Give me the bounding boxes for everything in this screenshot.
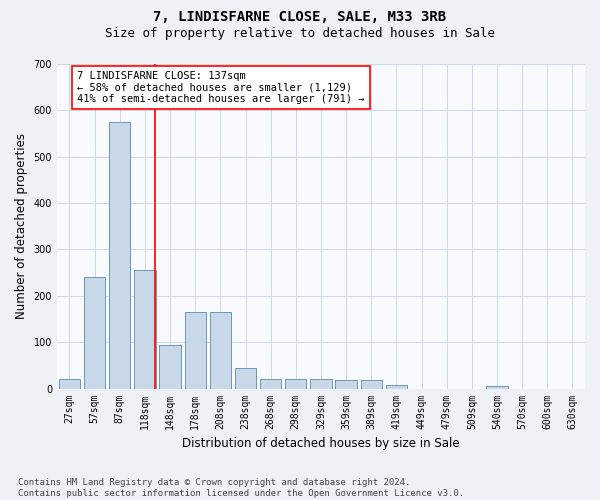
Bar (134, 270, 155, 388)
Bar (260, 380, 281, 388)
Text: 7 LINDISFARNE CLOSE: 137sqm
← 58% of detached houses are smaller (1,129)
41% of : 7 LINDISFARNE CLOSE: 137sqm ← 58% of det… (77, 71, 365, 104)
Bar (209, 312, 231, 388)
Bar (285, 380, 307, 388)
Bar (185, 312, 206, 388)
Bar (235, 368, 256, 388)
Bar (386, 385, 407, 388)
Bar (59, 380, 80, 388)
Y-axis label: Number of detached properties: Number of detached properties (15, 134, 28, 320)
X-axis label: Distribution of detached houses by size in Sale: Distribution of detached houses by size … (182, 437, 460, 450)
Bar (310, 380, 332, 388)
Text: 7, LINDISFARNE CLOSE, SALE, M33 3RB: 7, LINDISFARNE CLOSE, SALE, M33 3RB (154, 10, 446, 24)
Bar (361, 380, 382, 388)
Bar (84, 278, 106, 388)
Bar (160, 344, 181, 389)
Bar (486, 386, 508, 388)
Bar (109, 122, 130, 388)
Bar (335, 380, 357, 388)
Text: Contains HM Land Registry data © Crown copyright and database right 2024.
Contai: Contains HM Land Registry data © Crown c… (18, 478, 464, 498)
Text: Size of property relative to detached houses in Sale: Size of property relative to detached ho… (105, 28, 495, 40)
